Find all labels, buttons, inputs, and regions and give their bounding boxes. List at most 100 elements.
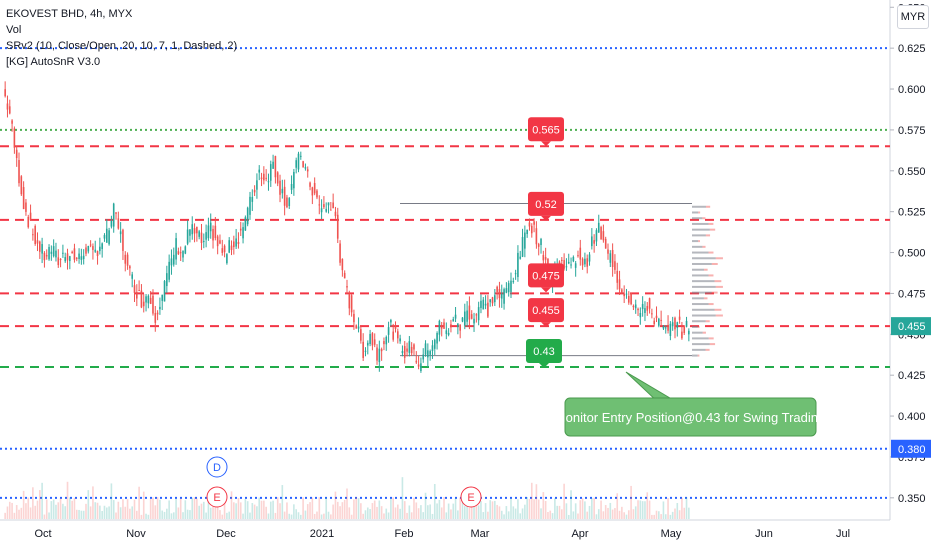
y-tick-label: 0.525 [898, 207, 926, 219]
chart-legend: EKOVEST BHD, 4h, MYX Vol SRv2 (10, Close… [6, 6, 237, 70]
candle-body [101, 243, 103, 250]
profile-bar [692, 291, 712, 294]
candle-body [676, 322, 679, 328]
candle-body [281, 188, 284, 194]
volume-bar [408, 505, 411, 519]
profile-bar [692, 303, 709, 306]
candle-body [489, 299, 492, 303]
candle-body [286, 197, 288, 208]
currency-button[interactable]: MYR [897, 5, 929, 29]
volume-bar [279, 503, 281, 519]
volume-bar [244, 499, 247, 519]
volume-bar [530, 482, 533, 519]
volume-bar [64, 506, 67, 519]
candle-body [96, 251, 99, 256]
volume-bar [496, 504, 498, 519]
candle-body [272, 161, 274, 169]
candle-body [223, 245, 226, 253]
candle-body [221, 248, 224, 253]
candle-body [494, 295, 496, 303]
candle-body [159, 306, 161, 310]
candle-body [662, 326, 665, 329]
profile-bar-red [714, 308, 722, 311]
x-tick-label: Dec [216, 528, 236, 540]
candle-body [184, 246, 187, 254]
volume-bar [560, 509, 563, 519]
candle-body [457, 323, 459, 328]
volume-bar [521, 508, 524, 519]
candle-body [438, 320, 441, 335]
profile-bar [692, 234, 706, 237]
time-axis[interactable]: Oct Nov Dec 2021 Feb Mar Apr May Jun Jul [34, 528, 850, 540]
candle-body [463, 311, 466, 326]
candle-body [293, 171, 295, 189]
volume-bar [216, 504, 219, 519]
candle-body [226, 254, 228, 264]
candle-body [244, 217, 247, 231]
price-axis[interactable]: 0.6500.6250.6000.5750.5500.5250.5000.475… [890, 2, 931, 505]
volume-bar [517, 499, 519, 519]
candle-body [433, 339, 436, 349]
candle-body [316, 190, 318, 198]
candle-body [18, 160, 20, 184]
candle-body [161, 294, 164, 301]
event-marker-label: E [213, 492, 220, 504]
profile-bar [692, 274, 709, 277]
volume-bar [355, 497, 358, 519]
x-tick-label: Jun [755, 528, 773, 540]
legend-autosnr[interactable]: [KG] AutoSnR V3.0 [6, 56, 101, 68]
candle-body [505, 288, 508, 293]
candle-body [313, 182, 316, 194]
candle-body [660, 319, 662, 321]
volume-bar [540, 508, 542, 519]
candle-body [593, 240, 595, 244]
candle-body [253, 189, 256, 193]
volume-bar [440, 507, 443, 519]
candle-body [237, 241, 240, 245]
x-tick-label: 2021 [310, 528, 334, 540]
profile-bar-red [702, 245, 706, 248]
candle-body [122, 229, 124, 251]
volume-bar [82, 510, 85, 519]
volume-bar [336, 501, 339, 519]
candle-body [646, 305, 649, 311]
current-price-badge [891, 317, 931, 336]
profile-bar [692, 262, 712, 265]
legend-volume[interactable]: Vol [6, 24, 22, 36]
volume-bar [131, 506, 134, 519]
volume-bar [461, 497, 464, 519]
volume-bar [588, 505, 591, 519]
volume-bar [4, 512, 6, 519]
candle-body [577, 255, 579, 257]
volume-bar [604, 505, 607, 519]
candle-body [131, 274, 134, 279]
volume-bar [212, 505, 214, 519]
volume-bar [57, 502, 60, 519]
current-price-label: 0.455 [898, 321, 926, 333]
legend-symbol[interactable]: EKOVEST BHD, 4h, MYX [6, 8, 133, 20]
candle-body [563, 260, 565, 269]
candle-body [634, 304, 637, 309]
candle-body [196, 226, 198, 234]
volume-bar [429, 504, 431, 519]
volume-bar [223, 497, 226, 519]
volume-bar [311, 497, 314, 519]
profile-bar [692, 268, 705, 271]
volume-bar [378, 500, 381, 519]
volume-bar [616, 493, 619, 519]
candle-body [484, 303, 487, 306]
profile-bar-red [709, 228, 716, 231]
volume-bar [556, 505, 558, 519]
candle-body [364, 350, 367, 352]
volume-bar [445, 512, 448, 519]
candle-body [683, 326, 686, 334]
profile-bar [692, 205, 706, 208]
volume-bar [459, 497, 461, 519]
candle-body [25, 202, 27, 212]
candle-body [189, 229, 191, 236]
profile-bar-red [704, 268, 708, 271]
volume-bar [600, 500, 602, 519]
legend-srv2[interactable]: SRv2 (10, Close/Open, 20, 10, 7, 1, Dash… [6, 40, 238, 52]
candle-body [179, 252, 182, 254]
